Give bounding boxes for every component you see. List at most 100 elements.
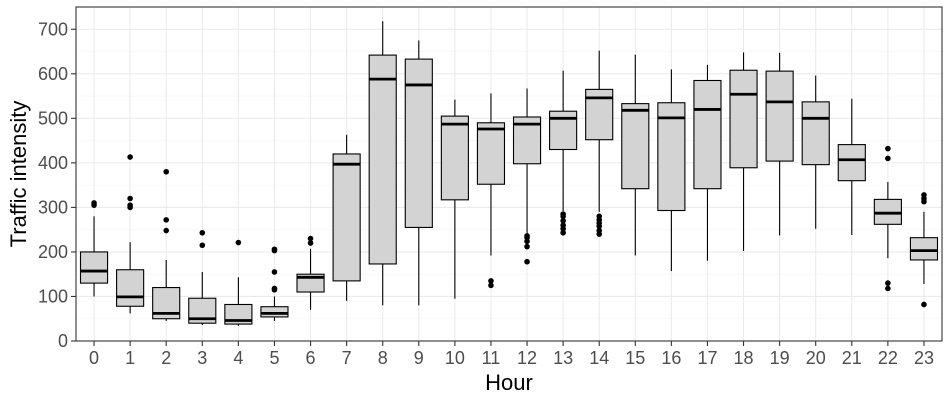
y-tick-label: 600 [38,64,68,84]
box-hour-22 [873,145,902,292]
outlier-point [488,282,494,289]
x-tick-label: 23 [914,348,934,368]
x-tick-label: 7 [342,348,352,368]
outlier-point [163,227,170,234]
x-tick-label: 22 [878,348,898,368]
outlier-point [307,235,314,242]
plot-panel-border [75,6,943,342]
outlier-point [524,243,530,250]
box-hour-1 [116,154,145,314]
outlier-point [596,213,603,220]
outlier-point [91,200,97,206]
outlier-point [127,195,133,202]
x-tick-label: 5 [269,348,279,368]
iqr-box [693,79,722,190]
iqr-box [368,54,397,265]
x-tick-label: 10 [445,348,465,368]
y-tick-label: 100 [38,286,68,306]
y-tick-label: 500 [38,108,68,128]
iqr-box [79,251,109,284]
outlier-point [271,246,278,253]
iqr-box [621,103,650,190]
outlier-point [596,227,603,234]
x-tick-label: 2 [161,348,171,368]
outlier-point [921,192,927,198]
x-tick-label: 19 [770,348,790,368]
x-tick-label: 8 [378,348,388,368]
x-tick-label: 17 [697,348,717,368]
outlier-point [524,258,530,265]
outlier-point [560,211,566,217]
iqr-box [476,122,506,185]
box-hour-14 [585,50,614,237]
x-tick-label: 11 [482,348,501,368]
iqr-box [801,101,830,166]
box-hour-17 [693,64,722,261]
y-tick-label: 700 [38,19,68,39]
outlier-point [307,240,314,246]
x-tick-label: 12 [517,348,537,368]
y-axis-title: Traffic intensity [6,101,31,248]
box-hour-8 [368,21,397,306]
outlier-point [524,233,530,239]
x-axis-title: Hour [485,370,533,395]
box-hour-9 [404,40,433,306]
outlier-point [235,239,242,246]
iqr-box [440,115,469,201]
outlier-point [199,242,206,249]
outlier-point [560,222,566,229]
iqr-box [260,306,289,318]
outlier-point [271,269,278,275]
iqr-box [729,69,758,169]
iqr-box [332,153,361,282]
x-tick-label: 6 [306,348,316,368]
iqr-box [116,269,145,307]
box-hour-15 [621,54,650,256]
y-tick-label: 400 [38,153,68,173]
box-hour-23 [909,192,939,308]
x-tick-label: 9 [414,348,424,368]
box-hour-19 [765,52,794,236]
box-hour-0 [79,200,109,297]
box-hour-7 [332,134,361,301]
x-tick-label: 18 [734,348,754,368]
x-tick-label: 16 [661,348,681,368]
box-hour-12 [512,88,542,265]
box-hour-16 [657,69,686,272]
x-tick-label: 15 [625,348,645,368]
outlier-point [885,280,891,286]
outlier-point [560,217,566,224]
outlier-point [163,217,170,223]
outlier-point [885,155,891,162]
iqr-box [909,237,939,261]
outlier-point [127,202,133,208]
outlier-point [921,301,927,308]
outlier-point [885,285,891,292]
iqr-box [657,102,686,212]
x-tick-label: 4 [233,348,243,368]
x-tick-label: 0 [89,348,99,368]
x-tick-label: 13 [553,348,573,368]
outlier-point [560,229,566,236]
box-hour-6 [296,235,325,310]
box-hour-11 [476,93,506,289]
y-tick-label: 300 [38,197,68,217]
outlier-point [199,229,206,236]
outlier-point [163,168,170,175]
box-hour-4 [224,239,253,326]
iqr-box [765,70,794,162]
x-tick-label: 14 [589,348,609,368]
boxes [79,21,939,326]
box-hour-20 [801,75,830,229]
outlier-point [127,154,133,160]
outlier-point [488,278,494,284]
box-hour-3 [188,229,217,325]
iqr-box [837,144,866,182]
x-tick-label: 20 [806,348,826,368]
x-tick-label: 21 [842,348,862,368]
box-hour-2 [152,168,181,321]
outlier-point [885,145,891,152]
x-tick-label: 1 [125,348,135,368]
x-tick-label: 3 [197,348,207,368]
